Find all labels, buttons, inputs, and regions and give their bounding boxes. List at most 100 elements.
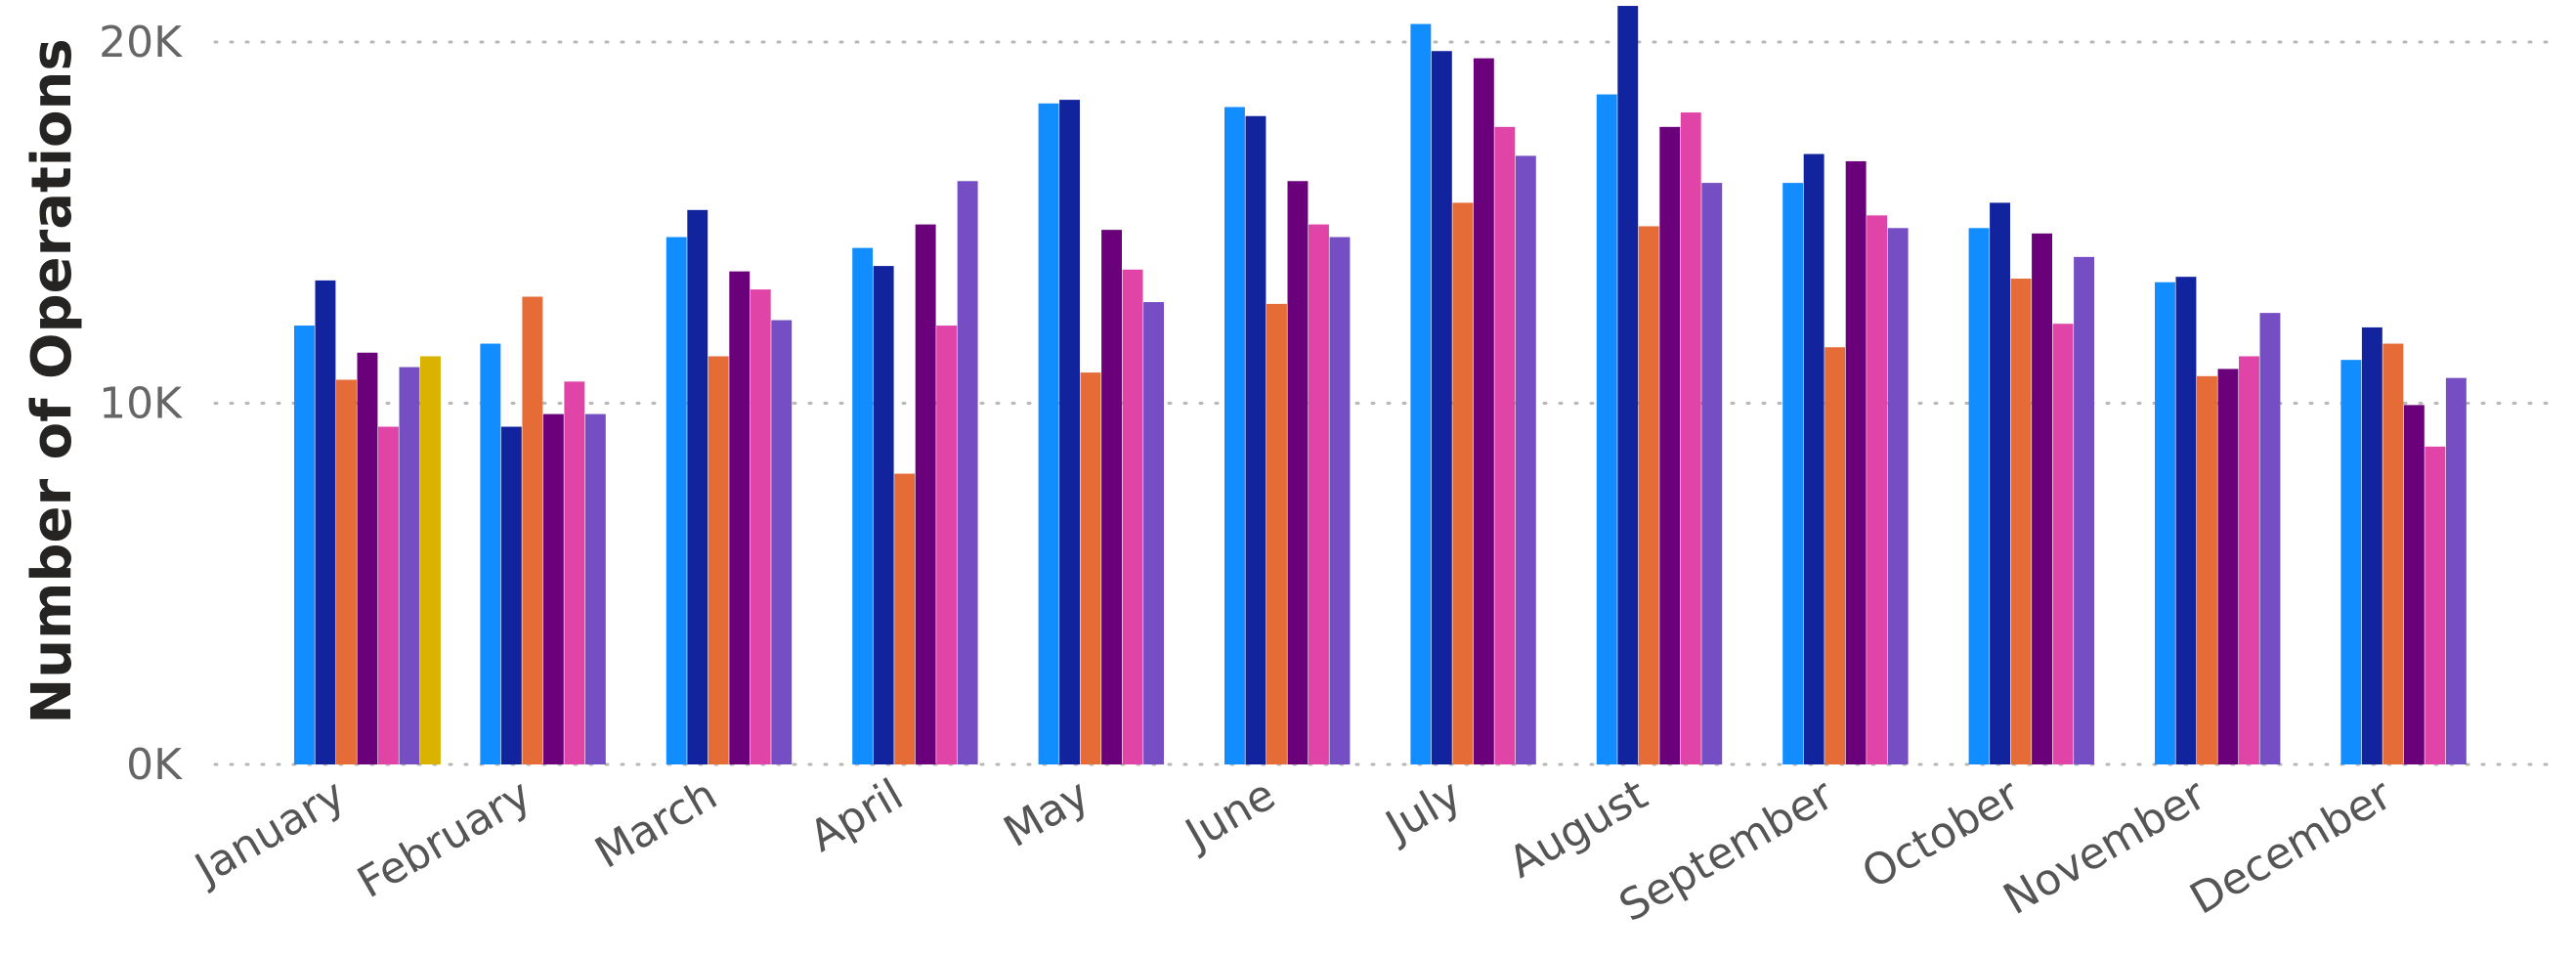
bar-group [1038,100,1164,765]
bar[interactable] [294,326,315,764]
bar[interactable] [1309,224,1329,764]
bar[interactable] [915,224,936,764]
bar[interactable] [2383,343,2404,764]
bar[interactable] [894,473,916,764]
bar[interactable] [1329,237,1351,764]
bar[interactable] [1825,347,1846,764]
bar[interactable] [420,356,441,764]
bar[interactable] [336,379,357,764]
x-category-label: December [2182,769,2401,925]
bar[interactable] [1245,115,1267,764]
bar[interactable] [480,343,501,764]
bar[interactable] [2175,277,2197,764]
bar[interactable] [2052,324,2074,764]
bar[interactable] [1638,226,1659,764]
bar[interactable] [771,320,793,764]
bar[interactable] [1038,103,1059,764]
bar[interactable] [936,326,958,764]
bar[interactable] [729,271,751,764]
bar[interactable] [852,247,874,765]
bar[interactable] [564,381,585,764]
bar[interactable] [1101,230,1122,764]
bar-group [1782,153,1909,765]
bar[interactable] [1143,302,1164,764]
bar[interactable] [2403,405,2425,764]
bar[interactable] [584,414,606,764]
bar[interactable] [957,181,978,764]
bar-group [480,296,606,764]
bar-group [1968,202,2094,765]
bar[interactable] [2239,356,2259,764]
bar[interactable] [2217,369,2239,764]
bar[interactable] [2340,360,2362,764]
bar[interactable] [1867,215,1888,765]
bar[interactable] [687,209,708,764]
bar[interactable] [1122,269,1143,764]
y-tick-label: 0K [126,740,183,790]
bar[interactable] [1080,372,1101,764]
bar[interactable] [2155,282,2175,764]
bar[interactable] [1659,126,1681,764]
bar[interactable] [1059,100,1080,765]
y-axis-title: Number of Operations [21,38,84,723]
bar-group [2155,277,2281,764]
bar[interactable] [1680,112,1701,765]
bar[interactable] [1701,183,1723,765]
bar[interactable] [2197,375,2217,764]
bars [294,6,2467,765]
bar[interactable] [750,289,771,764]
bar[interactable] [1267,303,1287,764]
bar[interactable] [2361,327,2383,764]
bar[interactable] [1617,6,1639,765]
bar-group [1224,107,1351,764]
bar[interactable] [1452,202,1474,765]
bar[interactable] [708,356,729,764]
bar[interactable] [1782,183,1804,765]
bar[interactable] [1494,126,1516,764]
bar[interactable] [1515,155,1536,764]
bar[interactable] [665,237,687,764]
bar-group [1596,6,1723,765]
x-category-label: June [1175,769,1283,861]
bar-group [852,181,978,765]
y-tick-label: 10K [99,379,183,429]
x-category-label: July [1375,769,1470,852]
x-category-label: February [350,769,539,908]
bar[interactable] [1845,160,1867,764]
bar[interactable] [1990,202,2010,765]
bar[interactable] [873,266,894,764]
x-category-label: January [185,769,354,895]
bar[interactable] [2259,313,2281,764]
bar[interactable] [1596,94,1617,764]
bar[interactable] [2445,377,2467,764]
bar[interactable] [542,414,564,764]
bar[interactable] [1968,228,1990,765]
bar[interactable] [2010,279,2032,764]
x-category-label: March [587,769,726,878]
bar[interactable] [500,426,522,764]
y-axis-ticks: 0K 10K 20K [99,18,183,790]
x-category-label: August [1500,769,1655,888]
bar[interactable] [1224,107,1245,764]
x-category-label: May [996,769,1097,857]
bar[interactable] [315,280,336,764]
bar-group [1410,23,1536,765]
bar[interactable] [378,426,399,764]
y-tick-label: 20K [99,18,183,67]
bar[interactable] [1431,51,1452,765]
x-category-label: September [1611,769,1843,932]
bar[interactable] [522,296,543,764]
bar[interactable] [399,367,420,764]
bar[interactable] [1473,58,1494,764]
bar[interactable] [2032,233,2052,764]
bar[interactable] [357,352,378,764]
bar[interactable] [1887,228,1909,765]
x-category-label: November [1996,769,2215,925]
bar[interactable] [2074,256,2094,764]
bar[interactable] [1803,153,1825,765]
bar[interactable] [1287,181,1309,764]
bar[interactable] [2425,446,2446,764]
bar[interactable] [1410,23,1432,764]
